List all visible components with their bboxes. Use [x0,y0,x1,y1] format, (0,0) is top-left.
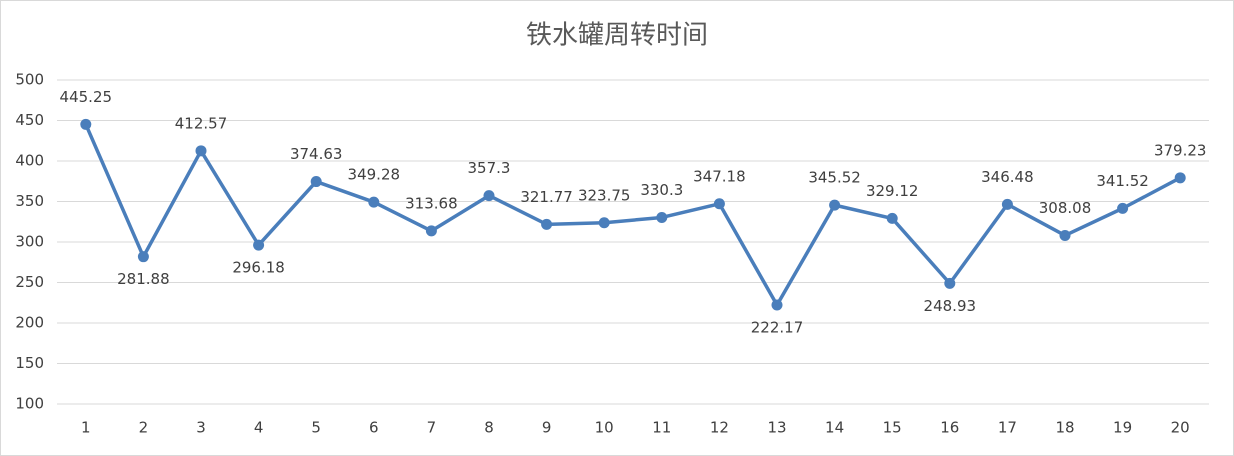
x-tick-label: 18 [1055,419,1074,437]
x-tick-label: 2 [139,419,149,437]
data-point [253,239,265,251]
y-tick-label: 200 [15,314,44,332]
data-label: 357.3 [468,159,511,177]
data-label: 374.63 [290,145,343,163]
series-line [84,123,1182,307]
x-tick-label: 5 [311,419,321,437]
x-tick-label: 16 [940,419,959,437]
x-tick-label: 8 [484,419,494,437]
data-point [598,217,610,229]
data-label: 341.52 [1096,172,1149,190]
data-label: 329.12 [866,182,919,200]
data-label: 349.28 [348,166,401,184]
y-tick-label: 500 [15,71,44,89]
data-point [1117,202,1129,214]
x-tick-label: 14 [825,419,844,437]
x-tick-label: 11 [652,419,671,437]
data-point [310,176,322,188]
x-tick-label: 12 [710,419,729,437]
data-label: 330.3 [640,181,683,199]
data-label: 248.93 [924,297,977,315]
data-label: 379.23 [1154,141,1207,159]
data-point [771,299,783,311]
x-tick-label: 1 [81,419,91,437]
x-tick-label: 9 [542,419,552,437]
data-label: 321.77 [520,188,573,206]
data-label: 445.25 [60,88,113,106]
y-tick-label: 400 [15,152,44,170]
data-point [1059,229,1071,241]
y-tick-label: 100 [15,395,44,413]
data-point [483,190,495,202]
x-tick-label: 3 [196,419,206,437]
y-tick-label: 250 [15,273,44,291]
data-label: 313.68 [405,194,458,212]
data-point [829,199,841,211]
x-tick-label: 19 [1113,419,1132,437]
data-point [656,211,668,223]
data-point [1174,172,1186,184]
data-point [1001,198,1013,210]
data-point [713,198,725,210]
data-label: 222.17 [751,319,804,337]
data-label: 323.75 [578,186,631,204]
chart-title: 铁水罐周转时间 [526,21,708,51]
data-point [137,251,149,263]
data-point [886,212,898,224]
data-label: 308.08 [1039,199,1092,217]
data-point [195,145,207,157]
data-label: 346.48 [981,168,1034,186]
data-label: 345.52 [808,169,861,187]
x-tick-label: 20 [1171,419,1190,437]
x-tick-label: 7 [427,419,437,437]
x-tick-label: 13 [767,419,786,437]
data-label: 281.88 [117,270,170,288]
x-tick-label: 17 [998,419,1017,437]
data-label: 296.18 [232,259,285,277]
data-point [944,277,956,289]
data-point [80,118,92,130]
data-label: 347.18 [693,167,746,185]
y-tick-label: 300 [15,233,44,251]
y-tick-label: 350 [15,192,44,210]
x-tick-label: 6 [369,419,379,437]
x-tick-label: 4 [254,419,264,437]
data-point [368,196,380,208]
x-tick-label: 10 [595,419,614,437]
data-label: 412.57 [175,114,228,132]
x-tick-label: 15 [883,419,902,437]
y-tick-label: 450 [15,111,44,129]
y-tick-label: 150 [15,354,44,372]
data-point [425,225,437,237]
data-point [541,218,553,230]
